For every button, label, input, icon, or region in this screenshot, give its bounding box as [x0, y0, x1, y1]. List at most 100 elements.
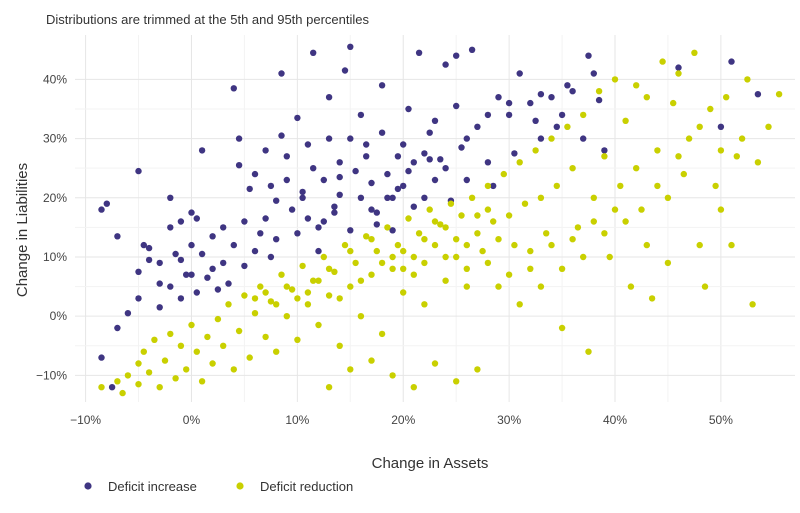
data-point — [664, 194, 672, 201]
data-point — [611, 76, 619, 83]
data-point — [484, 111, 492, 119]
data-point — [167, 283, 174, 290]
data-point — [325, 384, 333, 391]
data-point — [638, 206, 645, 213]
data-point — [241, 292, 248, 299]
data-point — [453, 52, 460, 59]
data-point — [193, 215, 200, 222]
data-point — [357, 111, 365, 119]
data-point — [431, 176, 439, 184]
data-point — [357, 194, 365, 201]
data-point — [500, 170, 507, 178]
data-point — [294, 114, 301, 122]
data-point — [410, 384, 417, 391]
data-point — [156, 280, 163, 287]
data-point — [384, 224, 391, 231]
data-point — [627, 283, 635, 290]
data-point — [341, 67, 349, 74]
data-point — [183, 271, 190, 278]
data-point — [580, 135, 587, 142]
data-point — [532, 117, 539, 125]
data-point — [167, 330, 174, 338]
data-point — [198, 378, 206, 385]
data-point — [537, 91, 545, 98]
data-point — [442, 224, 449, 231]
data-point — [315, 224, 322, 231]
data-point — [415, 49, 423, 56]
data-point — [204, 274, 211, 281]
x-tick-label: 50% — [709, 413, 733, 427]
data-point — [347, 43, 354, 50]
data-point — [257, 230, 264, 237]
data-point — [400, 289, 407, 296]
legend: Deficit increase Deficit reduction — [84, 479, 353, 494]
data-point — [251, 247, 259, 255]
data-point — [521, 200, 529, 207]
data-point — [325, 265, 333, 272]
data-point — [363, 233, 370, 240]
data-point — [585, 52, 592, 59]
data-point — [431, 218, 439, 225]
data-point — [474, 366, 481, 373]
data-point — [341, 241, 349, 249]
data-point — [569, 88, 576, 95]
data-point — [431, 241, 439, 249]
data-point — [654, 182, 661, 190]
x-axis-title: Change in Assets — [372, 455, 489, 472]
data-point — [505, 271, 513, 278]
data-point — [257, 283, 264, 290]
data-point — [633, 165, 640, 172]
data-point — [389, 265, 396, 272]
data-point — [347, 135, 354, 142]
data-point — [119, 389, 126, 397]
data-point — [458, 144, 465, 151]
data-point — [394, 185, 402, 193]
data-point — [320, 218, 327, 225]
data-point — [553, 123, 560, 130]
data-point — [712, 182, 719, 190]
data-point — [241, 262, 248, 270]
data-point — [251, 170, 259, 178]
data-point — [320, 176, 327, 184]
data-point — [294, 230, 301, 237]
data-point — [373, 247, 380, 255]
data-point — [680, 170, 687, 178]
data-point — [442, 165, 449, 172]
data-point — [378, 259, 386, 267]
data-point — [537, 283, 545, 290]
data-point — [410, 253, 417, 261]
data-point — [188, 271, 195, 278]
series-deficit-reduction — [98, 49, 783, 397]
data-point — [437, 221, 444, 228]
data-point — [415, 230, 423, 237]
data-point — [336, 342, 343, 349]
data-point — [601, 147, 608, 154]
data-point — [378, 129, 386, 136]
data-point — [156, 259, 163, 267]
data-point — [511, 241, 518, 249]
data-point — [505, 111, 513, 119]
data-point — [701, 283, 709, 290]
x-axis-ticks: −10% 0% 10% 20% 30% 40% 50% — [70, 413, 733, 427]
legend-marker — [236, 482, 244, 490]
data-point — [188, 241, 195, 249]
data-point — [220, 259, 227, 267]
data-point — [235, 135, 243, 142]
data-point — [400, 247, 407, 255]
data-point — [278, 132, 285, 139]
data-point — [442, 253, 449, 261]
data-point — [659, 58, 666, 65]
data-point — [273, 197, 280, 204]
y-tick-label: 40% — [43, 72, 67, 86]
data-point — [214, 315, 222, 323]
legend-label: Deficit increase — [108, 479, 197, 494]
data-point — [474, 212, 481, 219]
data-point — [156, 384, 163, 391]
data-point — [622, 218, 629, 225]
data-point — [198, 250, 206, 258]
data-point — [643, 241, 650, 249]
data-point — [585, 348, 592, 355]
data-point — [294, 295, 301, 302]
data-point — [670, 99, 677, 107]
data-point — [357, 313, 365, 320]
